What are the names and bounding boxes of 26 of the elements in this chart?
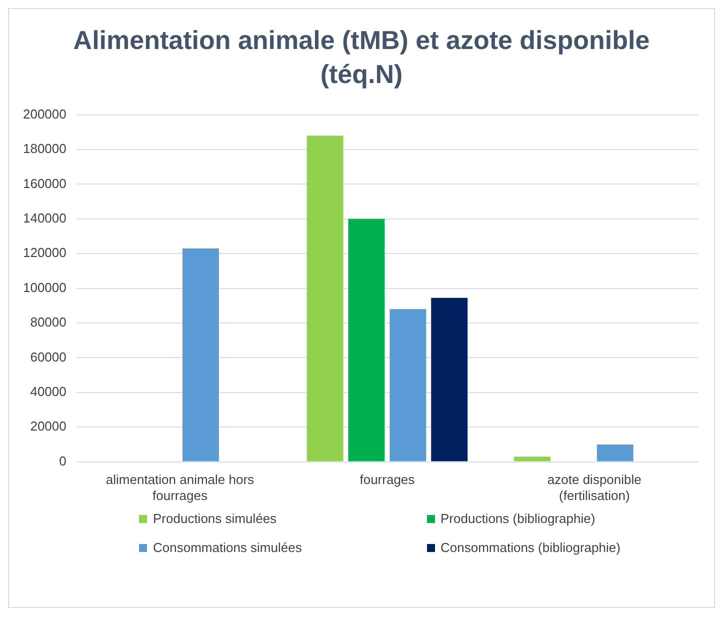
legend-label: Productions (bibliographie) xyxy=(440,511,596,526)
bar xyxy=(306,136,344,462)
bar xyxy=(390,309,426,462)
y-tick-label: 0 xyxy=(59,453,66,468)
bar xyxy=(514,456,550,462)
bar xyxy=(182,248,219,462)
x-tick-label: azote disponible (fertilisation) xyxy=(547,472,642,503)
bar xyxy=(596,444,634,462)
legend-label: Consommations (bibliographie) xyxy=(440,540,620,555)
y-tick-label: 120000 xyxy=(22,245,66,260)
x-tick-label: fourrages xyxy=(360,472,416,488)
y-tick-label: 160000 xyxy=(22,176,66,191)
x-tick-label: alimentation animale hors fourrages xyxy=(106,472,255,503)
chart-title: Alimentation animale (tMB) et azote disponible (téq.N) xyxy=(72,24,651,91)
y-tick-label: 80000 xyxy=(30,314,66,330)
legend-label: Productions simulées xyxy=(153,511,277,526)
y-tick-label: 40000 xyxy=(30,384,66,399)
y-tick-label: 100000 xyxy=(22,280,66,295)
bar xyxy=(348,218,385,462)
legend-label: Consommations simulées xyxy=(153,540,302,555)
y-tick-label: 200000 xyxy=(22,106,66,122)
bar xyxy=(431,298,468,462)
y-tick-label: 180000 xyxy=(22,141,66,156)
y-tick-label: 60000 xyxy=(30,349,66,364)
y-tick-label: 140000 xyxy=(22,210,66,226)
y-tick-label: 20000 xyxy=(30,418,66,434)
